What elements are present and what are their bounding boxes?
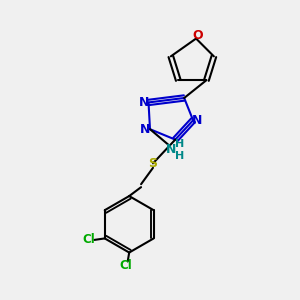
Text: H: H [175, 151, 184, 161]
Text: N: N [192, 114, 203, 127]
Text: N: N [139, 96, 149, 109]
Text: S: S [148, 157, 158, 170]
Text: H: H [175, 139, 184, 149]
Text: Cl: Cl [82, 233, 95, 246]
Text: Cl: Cl [120, 260, 133, 272]
Text: O: O [192, 29, 203, 42]
Text: N: N [166, 142, 176, 156]
Text: N: N [140, 123, 151, 136]
